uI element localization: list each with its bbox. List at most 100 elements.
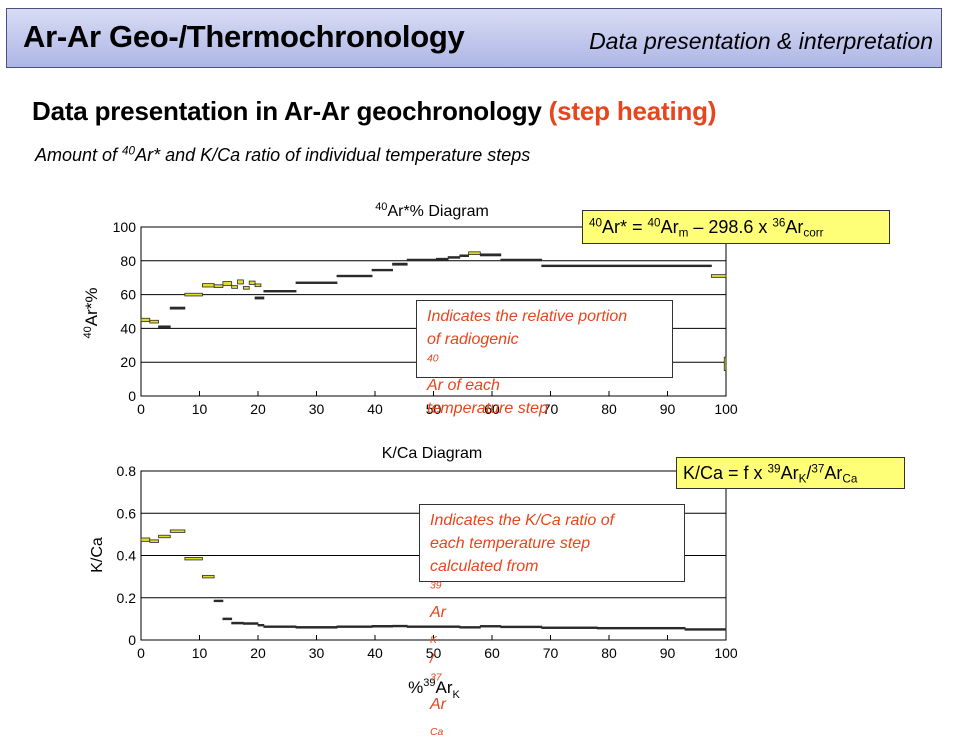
kca-note-line1: Indicates the K/Ca ratio of (430, 512, 615, 529)
ar-step-box (202, 283, 215, 288)
kca-xtick-label: 40 (367, 645, 383, 661)
ar-note-line2: of radiogenic 40 Ar of each (427, 331, 519, 394)
ar-xtick-label: 70 (543, 401, 559, 417)
ar-step-box (459, 254, 469, 257)
kca-step-box (222, 617, 233, 621)
slide-heading: Data presentation in Ar-Ar geochronology… (32, 96, 717, 127)
ar-step-box (254, 296, 265, 300)
kca-formula: K/Ca = f x 39ArK/37ArCa (683, 462, 858, 485)
ar-step-box (710, 274, 727, 278)
ar-ytick-label: 80 (120, 253, 136, 269)
kca-step-box (140, 537, 151, 542)
ar-step-box (468, 251, 481, 255)
kca-xtick-label: 70 (543, 645, 559, 661)
kca-xtick-label: 90 (660, 645, 676, 661)
kca-xtick-label: 100 (714, 645, 738, 661)
kca-step-box (213, 599, 224, 603)
ar-note-box: Indicates the relative portion of radiog… (416, 300, 673, 417)
kca-step-box (263, 625, 297, 628)
kca-xtick-label: 60 (484, 645, 500, 661)
ar-step-box (371, 268, 393, 272)
kca-xtick-label: 30 (309, 645, 325, 661)
ar-ytick-label: 40 (120, 320, 136, 336)
ar-plot-frame (140, 226, 727, 397)
ar-step-box (237, 279, 244, 285)
ar-step-box (254, 283, 262, 288)
kca-note-line3: calculated from 39 Ar K / 37 Ar Ca (430, 558, 539, 739)
ar-step-box (169, 306, 186, 310)
kca-xtick-label: 10 (192, 645, 208, 661)
kca-note-line2: each temperature step (430, 535, 591, 552)
kca-step-box (684, 628, 727, 631)
ar-xtick-label: 100 (714, 401, 738, 417)
ar-note-line3: temperature step (427, 400, 548, 417)
kca-xtick-label: 80 (601, 645, 617, 661)
kca-step-box (596, 626, 686, 630)
ar-step-box (447, 256, 461, 259)
ar-formula-box: 40Ar* = 40Arm – 298.6 x 36Arcorr (582, 210, 890, 244)
kca-step-box (184, 557, 203, 561)
ar-step-box (406, 258, 437, 262)
header-title: Ar-Ar Geo-/Thermochronology (23, 19, 465, 54)
kca-ytick-label: 0.6 (117, 505, 137, 521)
kca-note-box: Indicates the K/Ca ratio of each tempera… (419, 504, 685, 738)
ar-formula: 40Ar* = 40Arm – 298.6 x 36Arcorr (589, 216, 824, 239)
ar-step-box (295, 281, 338, 284)
subheading-sup: 40 (122, 144, 136, 158)
kca-ytick-label: 0 (128, 632, 136, 648)
ar-chart-title: 40Ar*% Diagram (375, 201, 489, 220)
ar-step-box (479, 253, 502, 257)
ar-step-box (248, 280, 256, 285)
kca-step-box (392, 624, 408, 628)
ar-ytick-label: 60 (120, 287, 136, 303)
kca-formula-box: K/Ca = f x 39ArK/37ArCa (676, 457, 905, 489)
kca-step-box (257, 624, 265, 627)
ar-xtick-label: 80 (601, 401, 617, 417)
kca-chart-xlabel: %39ArK (408, 677, 460, 701)
ar-step-box (242, 286, 250, 290)
kca-step-box (202, 574, 215, 579)
kca-step-box (371, 625, 393, 628)
kca-step-box (295, 626, 338, 629)
ar-ytick-label: 0 (128, 388, 136, 404)
ar-step-box (213, 284, 224, 288)
ar-xtick-label: 10 (192, 401, 208, 417)
subheading-text-post: Ar* and K/Ca ratio of individual tempera… (135, 145, 531, 165)
kca-plot-frame (140, 470, 727, 641)
kca-step-box (149, 539, 159, 543)
kca-ytick-label: 0.4 (117, 548, 137, 564)
kca-xtick-label: 20 (250, 645, 266, 661)
ar-step-box (500, 258, 543, 262)
ar-xtick-label: 0 (137, 401, 145, 417)
ar-step-box (263, 290, 297, 293)
slide-subheading: Amount of 40Ar* and K/Ca ratio of indivi… (35, 145, 530, 166)
kca-ytick-label: 0.8 (117, 463, 137, 479)
ar-ytick-label: 20 (120, 354, 136, 370)
kca-step-box (336, 625, 373, 628)
ar-step-box (336, 274, 373, 278)
ar-step-box (149, 319, 159, 324)
ar-step-box (140, 317, 151, 323)
kca-step-box (231, 621, 244, 625)
subheading-text-pre: Amount of (35, 145, 123, 165)
heading-highlight: (step heating) (548, 96, 717, 126)
ar-step-box (222, 281, 233, 287)
kca-chart-title: K/Ca Diagram (382, 445, 482, 462)
kca-ytick-label: 0.2 (117, 590, 137, 606)
ar-step-box (184, 292, 203, 297)
ar-xtick-label: 60 (484, 401, 500, 417)
header-subtitle: Data presentation & interpretation (589, 28, 933, 54)
ar-xtick-label: 90 (660, 401, 676, 417)
ar-step-box (436, 257, 449, 261)
ar-xtick-label: 20 (250, 401, 266, 417)
heading-main: Data presentation in Ar-Ar geochronology (32, 96, 542, 126)
header-banner: Ar-Ar Geo-/Thermochronology Data present… (6, 8, 942, 68)
kca-step-box (158, 534, 171, 539)
ar-xtick-label: 40 (367, 401, 383, 417)
kca-step-box (169, 529, 186, 533)
ar-xtick-label: 50 (426, 401, 442, 417)
kca-xtick-label: 50 (426, 645, 442, 661)
ar-chart-ylabel: 40Ar*% (82, 288, 101, 339)
kca-step-box (242, 622, 259, 625)
ar-step-box (231, 285, 238, 289)
